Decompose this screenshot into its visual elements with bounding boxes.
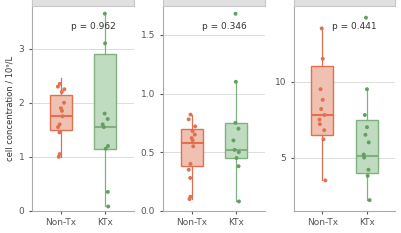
Point (190, 144, 196, 148)
Point (185, 117, 192, 121)
Bar (94, 54, 116, 149)
Point (317, 87, 324, 91)
Point (58, 106, 64, 110)
Point (59, 114, 66, 118)
Point (235, 150, 242, 154)
Text: p = 0.441: p = 0.441 (332, 22, 377, 31)
Point (56, 131, 63, 134)
Point (235, 164, 242, 168)
Point (236, 199, 242, 203)
Point (99, 123, 106, 126)
Point (187, 162, 194, 166)
Point (365, 168, 372, 172)
Point (105, 190, 111, 194)
Point (188, 136, 195, 140)
Point (321, 128, 327, 132)
Point (101, 125, 107, 129)
Point (57, 123, 63, 126)
Point (235, 127, 242, 130)
Point (186, 197, 193, 201)
Point (316, 118, 323, 121)
Point (59, 90, 65, 94)
Point (102, 41, 108, 45)
Point (320, 98, 326, 102)
Point (59, 109, 65, 113)
Point (233, 156, 240, 160)
Point (57, 82, 63, 86)
Point (365, 174, 371, 178)
Point (230, 139, 237, 142)
Point (362, 113, 368, 117)
Point (55, 85, 61, 89)
Point (364, 87, 370, 91)
Point (186, 168, 192, 172)
Text: p = 0.346: p = 0.346 (202, 22, 246, 31)
Point (189, 129, 196, 133)
Point (105, 205, 111, 208)
Point (61, 101, 67, 105)
Point (362, 133, 369, 137)
Point (101, 112, 108, 115)
Point (55, 125, 61, 129)
Point (56, 155, 62, 159)
Point (103, 147, 109, 151)
Point (364, 125, 370, 129)
Point (318, 27, 325, 30)
Point (192, 124, 198, 128)
Point (320, 57, 326, 61)
Point (187, 113, 194, 116)
Point (367, 198, 373, 202)
Text: p = 0.962: p = 0.962 (71, 22, 115, 31)
Point (105, 144, 111, 148)
Point (190, 139, 196, 142)
Bar (356, 120, 378, 173)
Y-axis label: cell concentration / 10⁹/L: cell concentration / 10⁹/L (6, 56, 14, 161)
Point (361, 156, 367, 159)
Point (322, 178, 328, 182)
Point (192, 133, 198, 137)
Point (363, 16, 369, 20)
Point (187, 195, 194, 199)
Point (233, 80, 239, 84)
Point (187, 176, 193, 180)
Point (320, 137, 327, 141)
Bar (225, 123, 247, 158)
Point (105, 117, 111, 121)
Point (321, 113, 328, 117)
Point (232, 12, 239, 16)
Point (57, 152, 63, 156)
Point (61, 87, 68, 91)
Point (101, 12, 108, 16)
Bar (50, 95, 72, 130)
Bar (180, 129, 203, 166)
Point (360, 153, 367, 156)
Bar (311, 66, 334, 135)
Point (232, 121, 239, 125)
Point (317, 122, 323, 126)
Point (318, 107, 324, 111)
Point (231, 148, 238, 152)
Point (365, 140, 372, 144)
